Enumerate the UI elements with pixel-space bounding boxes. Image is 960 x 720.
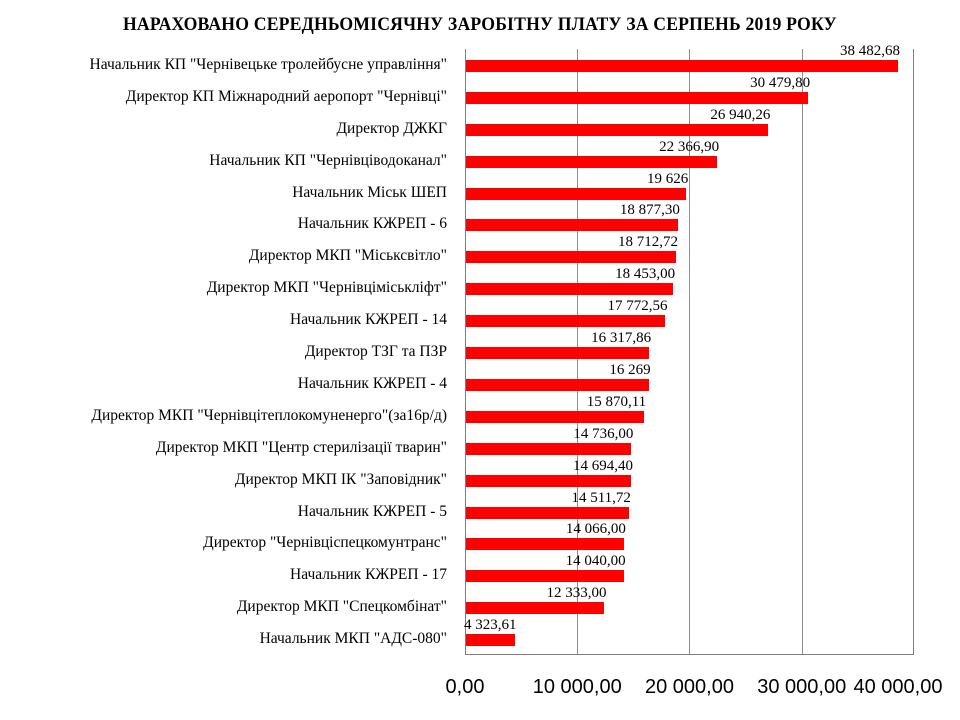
gridline: [802, 49, 803, 654]
category-label: Начальник КЖРЕП - 6: [297, 215, 447, 233]
bar: [466, 602, 605, 615]
data-label: 19 626: [647, 170, 689, 187]
chart-title: НАРАХОВАНО СЕРЕДНЬОМІСЯЧНУ ЗАРОБІТНУ ПЛА…: [122, 14, 837, 35]
category-label: Директор МКП "Чернівцімiськліфт": [206, 279, 447, 297]
bar-row: 14 694,40: [466, 458, 913, 496]
category-label: Директор МКП "Чернівцітеплокомуненерго"(…: [91, 406, 447, 424]
bar-row: 15 870,11: [466, 394, 913, 432]
data-label: 18 877,30: [619, 202, 680, 219]
bar: [466, 474, 631, 487]
data-label: 26 940,26: [710, 106, 771, 123]
bar: [466, 315, 666, 328]
category-label: Директор ТЗГ та ПЗР: [304, 343, 447, 361]
bar-row: 16 269: [466, 362, 913, 400]
data-label: 14 694,40: [572, 457, 633, 474]
category-label: Начальник Міськ ШЕП: [292, 183, 447, 201]
bar: [466, 60, 898, 72]
data-label: 17 772,56: [607, 298, 668, 315]
bar-row: 38 482,68: [466, 43, 913, 81]
data-label: 15 870,11: [586, 393, 647, 410]
bar: [466, 442, 632, 455]
bar-row: 12 333,00: [466, 585, 913, 623]
data-label: 38 482,68: [839, 43, 900, 59]
plot-area: 38 482,68 30 479,80 26 940,26 22 366,90 19 6…: [464, 43, 914, 655]
category-label: Начальник КЖРЕП - 14: [290, 311, 447, 329]
category-label: Начальник КЖРЕП - 4: [297, 374, 447, 392]
data-label: 18 712,72: [618, 234, 679, 251]
category-label: Директор МКП ІК "Заповідник": [234, 470, 447, 488]
bar-row: 14 040,00: [466, 553, 913, 591]
category-label: Директор КП Міжнародний аеропорт "Чернів…: [125, 87, 447, 105]
x-tick-label: 0,00: [445, 676, 485, 698]
category-label: Начальник МКП "АДС-080": [259, 630, 447, 648]
data-label: 14 040,00: [565, 553, 626, 570]
bar: [466, 187, 687, 200]
data-label: 14 736,00: [573, 425, 634, 442]
bar: [466, 251, 677, 264]
bar-row: 30 479,80: [466, 75, 913, 113]
data-label: 12 333,00: [546, 585, 607, 602]
data-label: 14 511,72: [571, 489, 631, 506]
bar: [466, 506, 629, 519]
bar-row: 18 453,00: [466, 266, 913, 304]
bar-row: 14 511,72: [466, 490, 913, 528]
x-tick-label: 40 000,00: [853, 676, 943, 698]
bar-row: 16 317,86: [466, 330, 913, 368]
category-label: Директор МКП "Міськсвітло": [248, 247, 447, 265]
data-label: 18 453,00: [615, 266, 676, 283]
bar: [466, 634, 515, 647]
bar-row: 22 366,90: [466, 139, 913, 177]
bar: [466, 123, 769, 136]
bar-row: 19 626: [466, 171, 913, 209]
category-label: Начальник КЖРЕП - 5: [297, 502, 447, 520]
category-label: Начальник КП "Чернівціводоканал": [209, 151, 447, 169]
x-tick-label: 20 000,00: [645, 676, 734, 698]
bar-row: 18 877,30: [466, 202, 913, 240]
x-tick-label: 10 000,00: [532, 676, 622, 698]
data-label: 30 479,80: [750, 74, 811, 91]
bar: [466, 378, 649, 391]
category-label: Директор МКП "Центр стерилізації тварин": [155, 438, 447, 456]
bar: [466, 410, 645, 423]
bar-row: 26 940,26: [466, 107, 913, 145]
data-label: 16 269: [609, 361, 651, 378]
bar-row: 18 712,72: [466, 234, 913, 272]
bar: [466, 570, 624, 583]
category-label: Директор ДЖКГ: [336, 119, 447, 137]
bar: [466, 91, 809, 104]
category-label: Директор "Чернівціспецкомунтранс": [203, 534, 447, 552]
data-label: 14 066,00: [565, 521, 626, 538]
bar: [466, 283, 674, 296]
category-label: Директор МКП "Спецкомбінат": [236, 598, 447, 616]
bar: [466, 347, 650, 360]
category-label: Начальник КП "Чернівецьке тролейбусне уп…: [89, 56, 448, 73]
bar: [466, 538, 624, 551]
bar-row: 14 736,00: [466, 426, 913, 464]
data-label: 16 317,86: [591, 330, 652, 347]
bar: [466, 155, 718, 168]
x-tick-label: 30 000,00: [757, 676, 847, 698]
category-label: Начальник КЖРЕП - 17: [290, 566, 447, 584]
data-label: 4 323,61: [464, 617, 517, 634]
bar-row: 4 323,61: [464, 617, 913, 655]
data-label: 22 366,90: [659, 138, 720, 155]
bar-row: 14 066,00: [466, 521, 913, 559]
bar-row: 17 772,56: [466, 298, 913, 336]
gridline: [689, 49, 690, 654]
bar: [466, 219, 678, 232]
